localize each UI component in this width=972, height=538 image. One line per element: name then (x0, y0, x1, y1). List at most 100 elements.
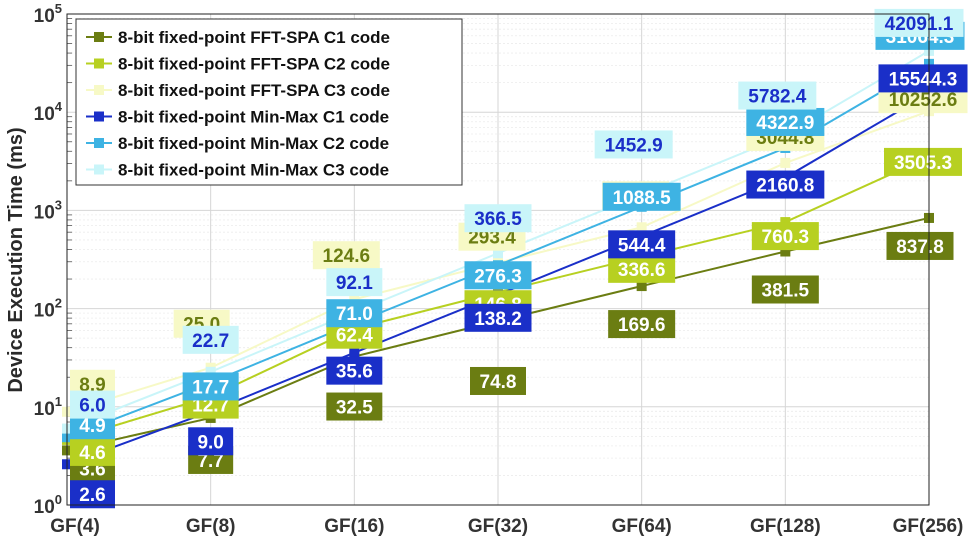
legend-entry-label: 8-bit fixed-point Min-Max C3 code (118, 161, 389, 180)
data-label: 169.6 (618, 315, 666, 336)
y-tick-base: 10 (34, 301, 55, 322)
data-label: 10252.6 (889, 90, 958, 111)
x-tick-label: GF(32) (468, 516, 528, 537)
legend-entry-label: 8-bit fixed-point FFT-SPA C2 code (118, 55, 390, 74)
x-tick-label: GF(8) (186, 516, 236, 537)
data-label-box (878, 64, 968, 93)
data-label: 293.4 (468, 228, 516, 249)
x-tick-label: GF(128) (750, 516, 821, 537)
data-label-box (326, 392, 383, 421)
data-label-box (602, 182, 681, 211)
data-label-box (470, 366, 526, 395)
data-point-marker (636, 222, 647, 233)
y-tick-exponent: 0 (55, 492, 62, 507)
data-label-box (738, 81, 817, 110)
x-tick-labels: GF(4) GF(8) GF(16) GF(32) GF(64) GF(128) GF(25… (50, 516, 963, 537)
data-label: 6.0 (79, 396, 105, 417)
y-tick-exponent: 4 (55, 99, 63, 114)
data-label: 74.8 (480, 372, 517, 393)
data-label: 2160.8 (756, 176, 814, 197)
data-label-box (751, 275, 819, 304)
data-label: 544.4 (618, 235, 666, 256)
data-labels: 3.6 7.732.574.8169.6381.5837.84.612.762.4… (70, 8, 968, 509)
data-label: 366.5 (474, 209, 522, 230)
legend-entry-label: 8-bit fixed-point FFT-SPA C3 code (118, 81, 390, 100)
data-label: 3505.3 (894, 153, 952, 174)
data-label-box (326, 268, 383, 297)
data-label: 71.0 (336, 304, 373, 325)
data-label-box (746, 107, 825, 136)
data-point-marker (780, 246, 791, 257)
y-tick-label: 104 (34, 99, 63, 125)
data-label-box (70, 480, 115, 509)
data-label: 92.1 (336, 273, 373, 294)
data-point-marker (349, 347, 360, 358)
data-label-box (326, 356, 383, 385)
data-label-box (464, 204, 532, 233)
data-label-box (608, 310, 676, 339)
y-tick-exponent: 3 (55, 197, 62, 212)
data-label: 124.6 (323, 246, 371, 267)
data-label: 4.9 (79, 416, 105, 437)
data-label-box (182, 325, 239, 354)
data-label: 4.6 (79, 443, 105, 464)
data-label-box (608, 254, 676, 283)
plot-frame (66, 13, 930, 506)
data-label: 837.8 (896, 237, 944, 258)
data-label: 1452.9 (605, 135, 663, 156)
data-label-box (886, 231, 954, 260)
data-label-box (464, 261, 532, 290)
data-label-box (188, 427, 234, 456)
data-label: 12.7 (192, 396, 229, 417)
data-label: 1088.5 (613, 188, 672, 209)
data-label: 35.6 (336, 362, 373, 383)
data-label: 32.5 (336, 398, 373, 419)
data-label-box (70, 437, 115, 466)
x-tick-label: GF(256) (893, 516, 964, 537)
legend-entry-label: 8-bit fixed-point Min-Max C1 code (118, 108, 389, 127)
data-label: 4322.9 (756, 113, 814, 134)
data-label-box (464, 303, 532, 332)
y-tick-exponent: 2 (55, 296, 62, 311)
data-label: 62.4 (336, 326, 373, 347)
legend-swatch-marker (94, 164, 104, 175)
data-label: 15544.3 (889, 69, 958, 90)
y-tick-label: 101 (34, 394, 62, 420)
data-point-marker (493, 248, 503, 259)
data-label-box (182, 372, 239, 401)
data-label: 276.3 (474, 266, 522, 287)
data-label-box (884, 147, 962, 176)
legend-entry-label: 8-bit fixed-point Min-Max C2 code (118, 134, 389, 153)
y-tick-base: 10 (34, 6, 55, 27)
legend-entry-label: 8-bit fixed-point FFT-SPA C1 code (118, 28, 390, 47)
legend-swatch-marker (94, 85, 104, 95)
data-label: 5782.4 (748, 87, 807, 108)
legend-swatch-marker (94, 138, 104, 148)
data-label-box (751, 222, 819, 251)
y-tick-label: 100 (34, 492, 62, 518)
legend-swatch-marker (94, 111, 104, 122)
y-tick-label: 103 (34, 197, 62, 223)
data-label-box (70, 390, 115, 419)
y-tick-base: 10 (34, 399, 55, 420)
y-tick-exponent: 1 (55, 394, 62, 409)
y-tick-label: 105 (34, 1, 62, 27)
data-label: 22.7 (192, 331, 229, 352)
data-label: 9.0 (197, 432, 223, 453)
x-tick-label: GF(64) (612, 516, 672, 537)
data-point-marker (205, 366, 216, 377)
y-tick-label: 102 (34, 296, 62, 322)
data-label: 336.6 (618, 260, 666, 281)
data-label-box (594, 130, 673, 159)
legend-swatch-marker (94, 58, 104, 69)
y-tick-base: 10 (34, 202, 55, 223)
data-label-box (312, 241, 380, 270)
y-tick-base: 10 (34, 104, 55, 125)
legend: 8-bit fixed-point FFT-SPA C1 code 8-bit f… (75, 18, 463, 186)
data-label: 760.3 (762, 227, 810, 248)
data-label: 381.5 (762, 280, 810, 301)
data-label: 138.2 (474, 309, 522, 330)
